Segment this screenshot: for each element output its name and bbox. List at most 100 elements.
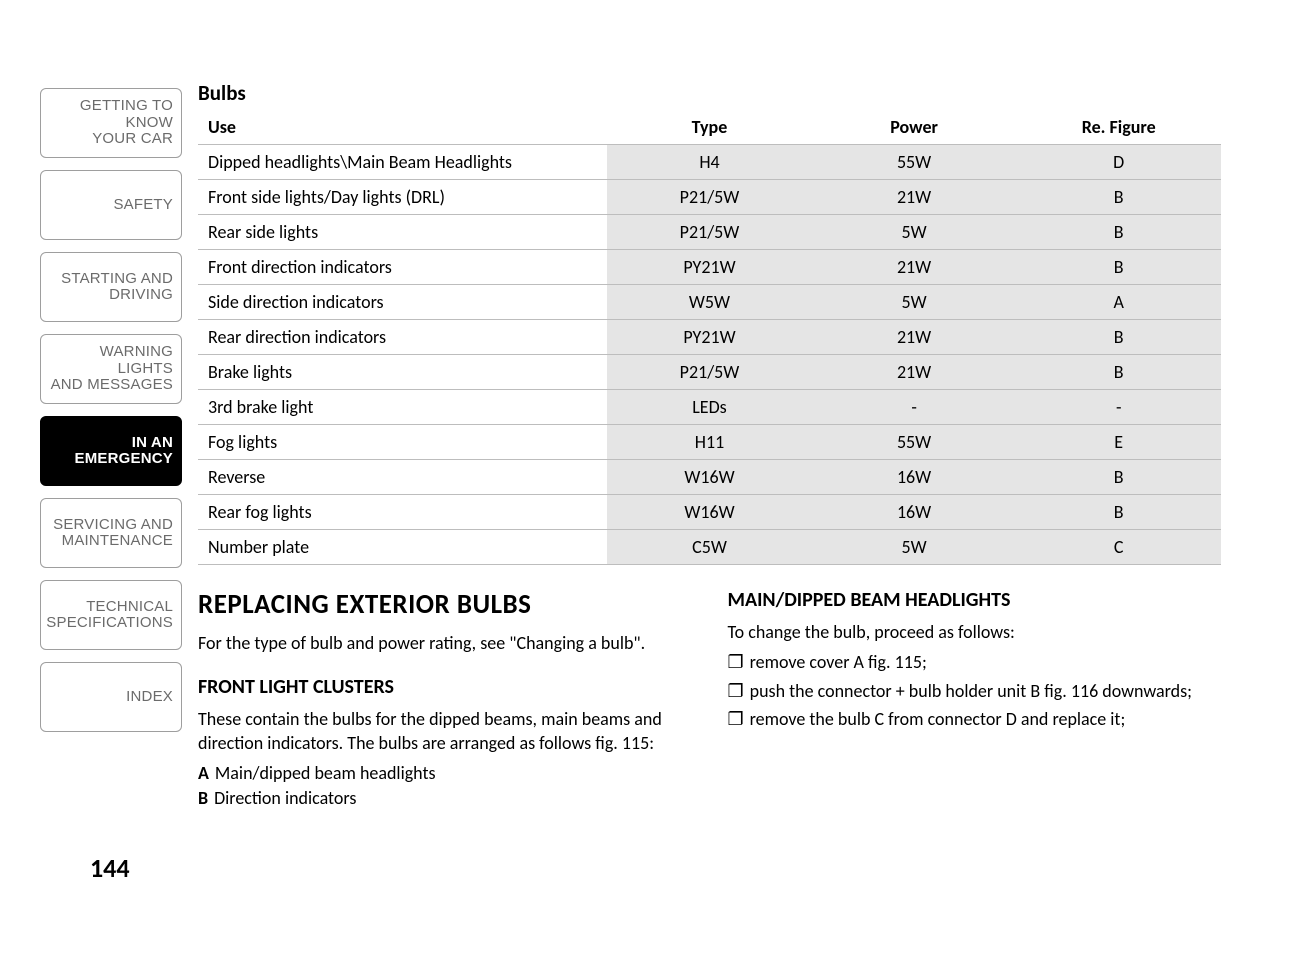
cell-power: 16W <box>812 460 1017 495</box>
cell-power: 21W <box>812 250 1017 285</box>
table-row: Rear direction indicatorsPY21W21WB <box>198 320 1221 355</box>
cell-type: C5W <box>607 530 812 565</box>
cell-power: 5W <box>812 530 1017 565</box>
table-row: Dipped headlights\Main Beam HeadlightsH4… <box>198 145 1221 180</box>
cell-power: 55W <box>812 425 1017 460</box>
sidebar-item-label: INDEX <box>126 689 173 706</box>
step-text: remove cover A fig. 115; <box>750 650 927 674</box>
cell-type: PY21W <box>607 320 812 355</box>
bulbs-table: Use Type Power Re. Figure Dipped headlig… <box>198 110 1221 565</box>
sidebar-item[interactable]: SERVICING AND MAINTENANCE <box>40 498 182 568</box>
key-line: AMain/dipped beam headlights <box>198 761 692 785</box>
paragraph: These contain the bulbs for the dipped b… <box>198 707 692 756</box>
cell-ref: C <box>1016 530 1221 565</box>
sidebar-item[interactable]: IN AN EMERGENCY <box>40 416 182 486</box>
cell-power: 21W <box>812 355 1017 390</box>
cell-power: 16W <box>812 495 1017 530</box>
sidebar-item-label: GETTING TO KNOW YOUR CAR <box>49 98 173 148</box>
cell-use: Brake lights <box>198 355 607 390</box>
heading-replacing: REPLACING EXTERIOR BULBS <box>198 587 692 623</box>
left-column: REPLACING EXTERIOR BULBS For the type of… <box>198 587 692 810</box>
cell-use: Rear side lights <box>198 215 607 250</box>
sidebar-item-label: IN AN EMERGENCY <box>75 435 173 468</box>
cell-type: W16W <box>607 495 812 530</box>
steps-list: ❐remove cover A fig. 115;❐push the conne… <box>728 650 1222 731</box>
paragraph: To change the bulb, proceed as follows: <box>728 620 1222 644</box>
cell-use: Number plate <box>198 530 607 565</box>
col-type: Type <box>607 110 812 145</box>
cell-power: 55W <box>812 145 1017 180</box>
key-list: AMain/dipped beam headlightsBDirection i… <box>198 761 692 810</box>
sidebar-item-label: STARTING AND DRIVING <box>61 271 173 304</box>
cell-use: Fog lights <box>198 425 607 460</box>
cell-ref: B <box>1016 250 1221 285</box>
sidebar-item[interactable]: STARTING AND DRIVING <box>40 252 182 322</box>
bullet-icon: ❐ <box>728 707 744 731</box>
sidebar-item[interactable]: SAFETY <box>40 170 182 240</box>
cell-ref: B <box>1016 320 1221 355</box>
bullet-icon: ❐ <box>728 679 744 703</box>
cell-use: Side direction indicators <box>198 285 607 320</box>
table-row: Fog lightsH1155WE <box>198 425 1221 460</box>
cell-ref: - <box>1016 390 1221 425</box>
cell-use: Dipped headlights\Main Beam Headlights <box>198 145 607 180</box>
key-letter: A <box>198 761 209 785</box>
cell-power: 5W <box>812 285 1017 320</box>
col-use: Use <box>198 110 607 145</box>
cell-type: LEDs <box>607 390 812 425</box>
heading-front-clusters: FRONT LIGHT CLUSTERS <box>198 674 692 701</box>
sidebar-item[interactable]: INDEX <box>40 662 182 732</box>
table-row: Front direction indicatorsPY21W21WB <box>198 250 1221 285</box>
table-header-row: Use Type Power Re. Figure <box>198 110 1221 145</box>
key-letter: B <box>198 786 208 810</box>
cell-use: Rear direction indicators <box>198 320 607 355</box>
sidebar-item-label: WARNING LIGHTS AND MESSAGES <box>49 344 173 394</box>
manual-page: GETTING TO KNOW YOUR CAR SAFETY STARTING A… <box>0 0 1291 954</box>
cell-type: P21/5W <box>607 215 812 250</box>
col-power: Power <box>812 110 1017 145</box>
sidebar-item[interactable]: WARNING LIGHTS AND MESSAGES <box>40 334 182 404</box>
table-row: 3rd brake lightLEDs-- <box>198 390 1221 425</box>
bulbs-tbody: Dipped headlights\Main Beam HeadlightsH4… <box>198 145 1221 565</box>
cell-ref: D <box>1016 145 1221 180</box>
table-title: Bulbs <box>198 80 1221 106</box>
cell-type: P21/5W <box>607 180 812 215</box>
cell-ref: B <box>1016 460 1221 495</box>
cell-ref: B <box>1016 355 1221 390</box>
cell-ref: B <box>1016 495 1221 530</box>
cell-use: Front direction indicators <box>198 250 607 285</box>
sidebar-item-label: SAFETY <box>113 197 173 214</box>
text-columns: REPLACING EXTERIOR BULBS For the type of… <box>198 587 1221 810</box>
sidebar-item[interactable]: TECHNICAL SPECIFICATIONS <box>40 580 182 650</box>
key-text: Direction indicators <box>214 786 356 810</box>
step-text: remove the bulb C from connector D and r… <box>750 707 1126 731</box>
table-row: Side direction indicatorsW5W5WA <box>198 285 1221 320</box>
cell-use: 3rd brake light <box>198 390 607 425</box>
table-row: Front side lights/Day lights (DRL)P21/5W… <box>198 180 1221 215</box>
cell-type: H4 <box>607 145 812 180</box>
step-text: push the connector + bulb holder unit B … <box>750 679 1192 703</box>
cell-power: 5W <box>812 215 1017 250</box>
sidebar-item[interactable]: GETTING TO KNOW YOUR CAR <box>40 88 182 158</box>
section-nav: GETTING TO KNOW YOUR CAR SAFETY STARTING A… <box>40 88 182 732</box>
step-item: ❐remove the bulb C from connector D and … <box>728 707 1222 731</box>
cell-ref: B <box>1016 180 1221 215</box>
table-row: Rear fog lightsW16W16WB <box>198 495 1221 530</box>
cell-power: 21W <box>812 180 1017 215</box>
cell-ref: B <box>1016 215 1221 250</box>
table-row: Number plateC5W5WC <box>198 530 1221 565</box>
step-item: ❐remove cover A fig. 115; <box>728 650 1222 674</box>
cell-use: Front side lights/Day lights (DRL) <box>198 180 607 215</box>
heading-main-dipped: MAIN/DIPPED BEAM HEADLIGHTS <box>728 587 1222 614</box>
bullet-icon: ❐ <box>728 650 744 674</box>
cell-type: P21/5W <box>607 355 812 390</box>
cell-use: Rear fog lights <box>198 495 607 530</box>
right-column: MAIN/DIPPED BEAM HEADLIGHTS To change th… <box>728 587 1222 810</box>
step-item: ❐push the connector + bulb holder unit B… <box>728 679 1222 703</box>
col-ref: Re. Figure <box>1016 110 1221 145</box>
table-row: ReverseW16W16WB <box>198 460 1221 495</box>
paragraph: For the type of bulb and power rating, s… <box>198 631 692 655</box>
cell-ref: E <box>1016 425 1221 460</box>
cell-power: 21W <box>812 320 1017 355</box>
cell-type: W5W <box>607 285 812 320</box>
